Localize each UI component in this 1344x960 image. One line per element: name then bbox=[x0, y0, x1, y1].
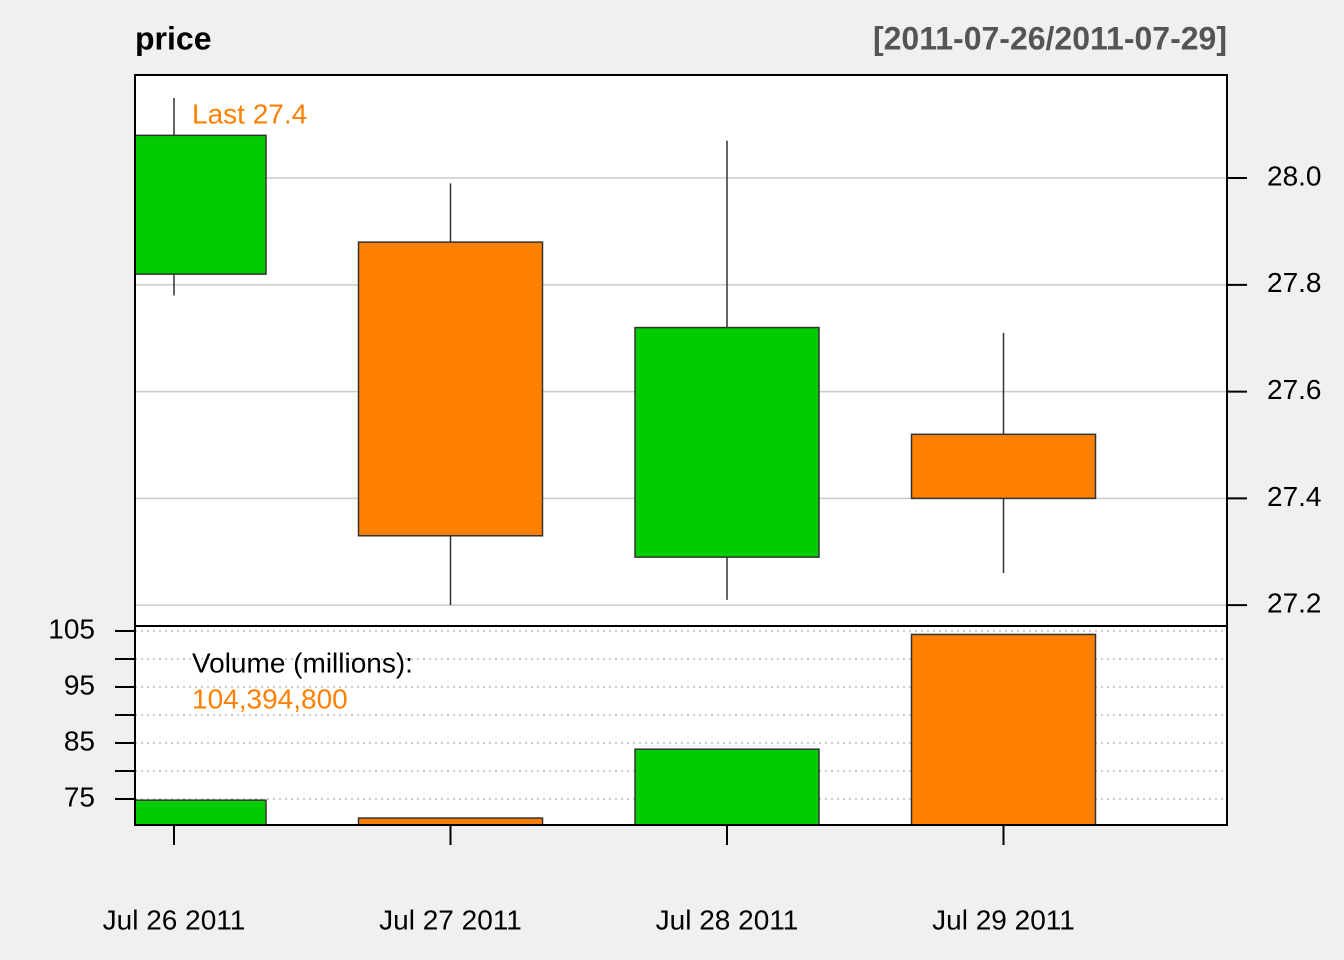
volume-marks bbox=[135, 633, 1097, 825]
y-tick-label: 105 bbox=[48, 613, 95, 644]
volume-label: Volume (millions): bbox=[192, 647, 413, 678]
candle-body bbox=[135, 134, 267, 275]
y-tick-label: 27.4 bbox=[1267, 481, 1322, 512]
candle-body bbox=[910, 433, 1097, 500]
x-tick-label: Jul 29 2011 bbox=[932, 904, 1075, 935]
y-tick-label: 27.2 bbox=[1267, 588, 1322, 619]
y-tick-label: 75 bbox=[64, 781, 95, 812]
last-label: Last 27.4 bbox=[192, 98, 307, 129]
x-tick-label: Jul 27 2011 bbox=[379, 904, 522, 935]
candle-body bbox=[357, 241, 544, 537]
y-tick-label: 85 bbox=[64, 725, 95, 756]
x-tick-label: Jul 28 2011 bbox=[656, 904, 799, 935]
chart-title: price bbox=[135, 20, 211, 56]
date-range: [2011-07-26/2011-07-29] bbox=[873, 20, 1227, 56]
y-tick-label: 27.6 bbox=[1267, 374, 1322, 405]
x-tick-label: Jul 26 2011 bbox=[103, 904, 246, 935]
volume-last: 104,394,800 bbox=[192, 683, 348, 714]
candle-body bbox=[634, 326, 820, 558]
volume-bar bbox=[910, 633, 1097, 825]
price-marks bbox=[135, 97, 1097, 606]
volume-bar bbox=[634, 748, 820, 825]
volume-bar bbox=[135, 799, 267, 825]
y-tick-label: 95 bbox=[64, 669, 95, 700]
volume-frame bbox=[134, 625, 1228, 826]
y-tick-label: 27.8 bbox=[1267, 267, 1322, 298]
y-tick-label: 28.0 bbox=[1267, 160, 1322, 191]
volume-bar bbox=[357, 817, 544, 825]
